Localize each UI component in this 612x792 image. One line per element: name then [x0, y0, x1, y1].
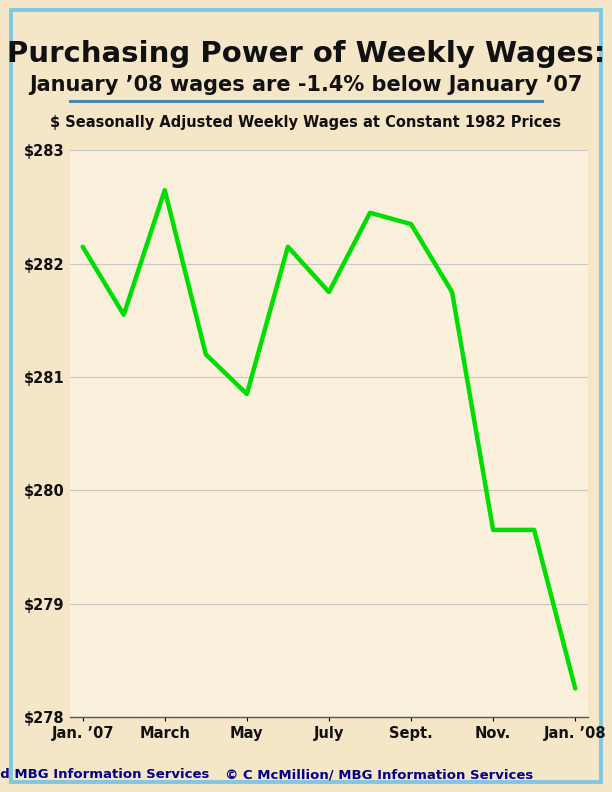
Text: Purchasing Power of Weekly Wages:: Purchasing Power of Weekly Wages:: [7, 40, 605, 68]
Text: $ Seasonally Adjusted Weekly Wages at Constant 1982 Prices: $ Seasonally Adjusted Weekly Wages at Co…: [50, 116, 562, 130]
Text: © C McMillion/ MBG Information Services: © C McMillion/ MBG Information Services: [225, 768, 534, 781]
Text: January ’08 wages are -1.4% below January ’07: January ’08 wages are -1.4% below Januar…: [29, 74, 583, 95]
Text: BLS and MBG Information Services: BLS and MBG Information Services: [0, 768, 210, 781]
